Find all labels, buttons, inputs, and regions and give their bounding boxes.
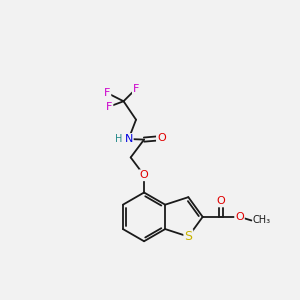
Text: S: S <box>184 230 192 243</box>
Text: F: F <box>133 84 139 94</box>
Text: O: O <box>140 170 148 180</box>
Text: O: O <box>157 133 166 143</box>
Text: O: O <box>217 196 226 206</box>
Text: F: F <box>104 88 110 98</box>
Text: H: H <box>115 134 122 144</box>
Text: O: O <box>235 212 244 222</box>
Text: CH₃: CH₃ <box>253 215 271 226</box>
Text: N: N <box>124 134 133 144</box>
Text: F: F <box>106 102 112 112</box>
